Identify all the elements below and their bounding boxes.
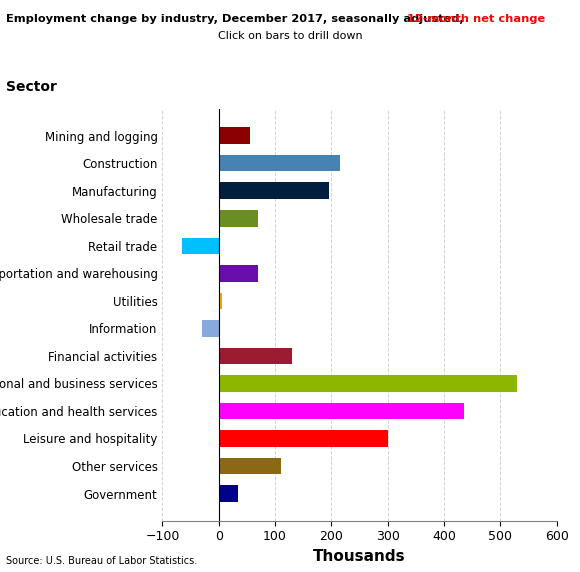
Bar — [219, 265, 258, 281]
Bar — [202, 320, 219, 337]
Bar — [219, 292, 222, 309]
Bar — [219, 128, 250, 144]
Text: Employment change by industry, December 2017, seasonally adjusted,: Employment change by industry, December … — [6, 14, 463, 24]
Bar — [219, 403, 464, 419]
Bar — [219, 210, 258, 227]
X-axis label: Thousands: Thousands — [313, 549, 406, 564]
Text: 12-month net change: 12-month net change — [403, 14, 545, 24]
Bar — [219, 485, 238, 502]
Bar — [219, 348, 292, 364]
Bar — [219, 375, 517, 392]
Bar — [219, 182, 329, 199]
Text: Click on bars to drill down: Click on bars to drill down — [218, 31, 362, 41]
Bar — [219, 458, 281, 474]
Bar — [182, 237, 219, 254]
Bar — [219, 430, 388, 447]
Text: Sector: Sector — [6, 81, 57, 94]
Text: Source: U.S. Bureau of Labor Statistics.: Source: U.S. Bureau of Labor Statistics. — [6, 557, 197, 566]
Bar — [219, 155, 340, 172]
